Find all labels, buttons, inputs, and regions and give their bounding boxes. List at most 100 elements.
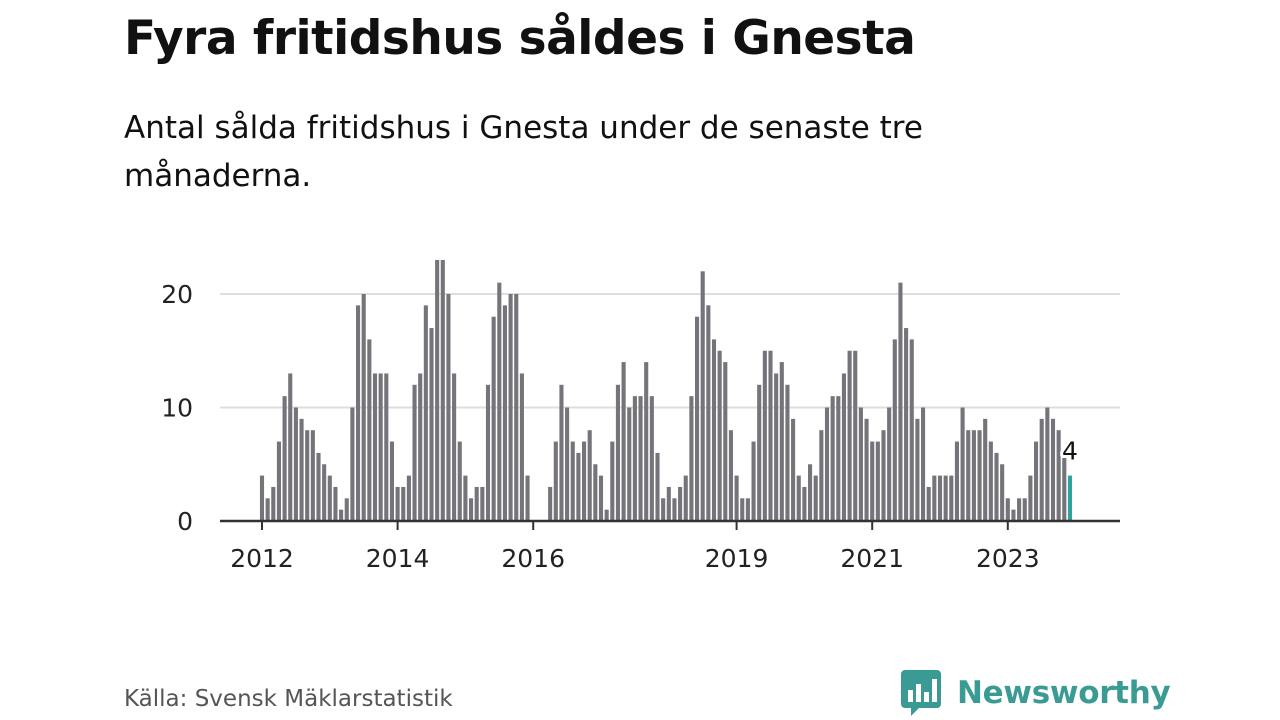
bar bbox=[909, 339, 914, 521]
bar bbox=[610, 441, 615, 521]
bar bbox=[440, 259, 445, 521]
bar bbox=[700, 271, 705, 521]
bar bbox=[457, 441, 462, 521]
y-tick-label: 10 bbox=[161, 394, 193, 423]
bar bbox=[666, 486, 671, 521]
bar bbox=[1045, 407, 1050, 521]
bar bbox=[937, 475, 943, 521]
bar bbox=[881, 430, 886, 521]
bar bbox=[587, 430, 592, 521]
x-tick-label: 2021 bbox=[840, 544, 904, 573]
bar bbox=[469, 498, 474, 521]
bar bbox=[615, 384, 620, 521]
bar bbox=[339, 509, 344, 521]
bar bbox=[638, 396, 643, 521]
bar bbox=[1056, 430, 1061, 521]
bar bbox=[898, 282, 903, 521]
bar bbox=[847, 350, 852, 521]
bar bbox=[791, 418, 796, 521]
x-tick-label: 2019 bbox=[705, 544, 769, 573]
brand-name: Newsworthy bbox=[957, 675, 1171, 711]
bar bbox=[768, 350, 773, 521]
bar bbox=[627, 407, 632, 521]
bar bbox=[485, 384, 491, 521]
bar bbox=[723, 362, 728, 521]
bar bbox=[502, 305, 507, 521]
bar bbox=[977, 430, 982, 521]
bar bbox=[548, 486, 553, 521]
bar bbox=[344, 498, 349, 521]
bar bbox=[887, 407, 892, 521]
bar bbox=[480, 486, 485, 521]
bar bbox=[463, 475, 468, 521]
bar bbox=[706, 305, 711, 521]
bar bbox=[830, 396, 835, 521]
bar bbox=[875, 441, 880, 521]
chart-subtitle: Antal sålda fritidshus i Gnesta under de… bbox=[124, 110, 923, 194]
newsworthy-logo: Newsworthy bbox=[901, 670, 1171, 716]
bar bbox=[265, 498, 270, 521]
bar bbox=[649, 396, 654, 521]
bar bbox=[836, 396, 841, 521]
bar bbox=[565, 407, 570, 521]
bar bbox=[819, 430, 824, 521]
bar bbox=[429, 328, 434, 521]
bar bbox=[406, 475, 411, 521]
bar bbox=[452, 373, 457, 521]
bar bbox=[932, 475, 937, 521]
bar bbox=[779, 362, 784, 521]
bar bbox=[1028, 475, 1033, 521]
chart-title: Fyra fritidshus såldes i Gnesta bbox=[124, 11, 916, 66]
bar bbox=[525, 475, 530, 521]
bar bbox=[762, 350, 767, 521]
bar bbox=[570, 441, 575, 521]
bar bbox=[271, 486, 276, 521]
bar bbox=[519, 373, 524, 521]
bar-latest bbox=[1067, 475, 1072, 521]
bar bbox=[796, 475, 801, 521]
bar bbox=[333, 486, 338, 521]
x-tick-label: 2023 bbox=[976, 544, 1040, 573]
bar bbox=[582, 441, 587, 521]
bar bbox=[943, 475, 948, 521]
bar bbox=[367, 339, 372, 521]
bar bbox=[491, 316, 496, 521]
bar bbox=[1017, 498, 1022, 521]
bar bbox=[802, 486, 807, 521]
bar bbox=[316, 452, 321, 521]
bar bbox=[808, 464, 813, 521]
bar bbox=[988, 441, 993, 521]
latest-value-label: 4 bbox=[1062, 437, 1078, 466]
bar bbox=[435, 259, 440, 521]
bar bbox=[774, 373, 779, 521]
bar bbox=[378, 373, 383, 521]
newsworthy-logo-icon bbox=[901, 670, 941, 716]
bar bbox=[926, 486, 931, 521]
bar bbox=[389, 441, 394, 521]
bar bbox=[632, 396, 637, 521]
bar bbox=[305, 430, 310, 521]
bar bbox=[423, 305, 428, 521]
bar bbox=[678, 486, 683, 521]
y-tick-label: 0 bbox=[177, 507, 193, 536]
bar bbox=[853, 350, 858, 521]
bar bbox=[372, 373, 378, 521]
bar bbox=[892, 339, 897, 521]
bar bbox=[751, 441, 756, 521]
bar bbox=[994, 452, 999, 521]
bar bbox=[322, 464, 327, 521]
bar bbox=[644, 362, 649, 521]
y-tick-label: 20 bbox=[161, 280, 193, 309]
bar bbox=[672, 498, 677, 521]
bar bbox=[864, 418, 869, 521]
bar bbox=[858, 407, 863, 521]
bar bbox=[1050, 418, 1056, 521]
bar bbox=[356, 305, 361, 521]
bar bbox=[395, 486, 400, 521]
bar bbox=[293, 407, 298, 521]
bar bbox=[276, 441, 281, 521]
bar bbox=[553, 441, 558, 521]
bar bbox=[598, 475, 604, 521]
bar bbox=[661, 498, 666, 521]
